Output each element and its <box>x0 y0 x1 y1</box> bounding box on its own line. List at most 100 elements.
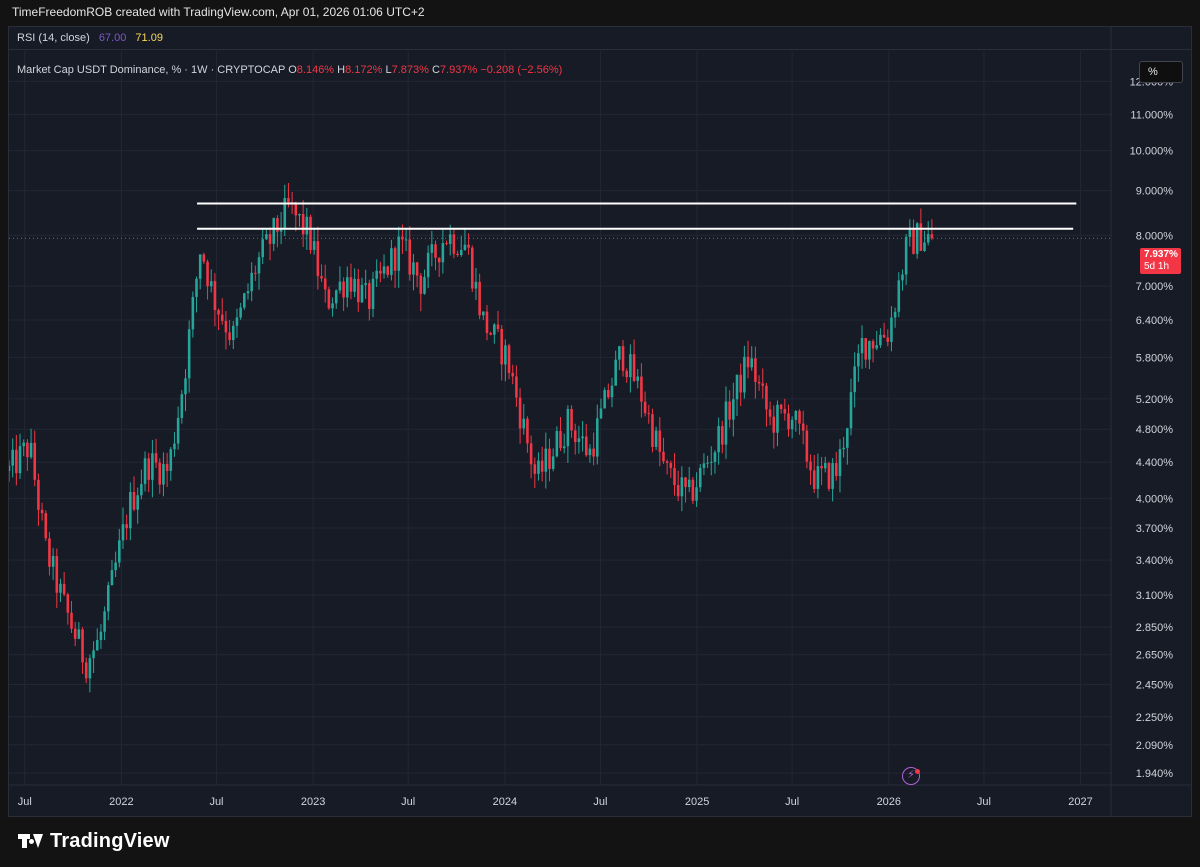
y-tick-label: 2.650% <box>1136 650 1174 662</box>
candle-body <box>195 278 198 297</box>
candle-body <box>9 465 11 471</box>
candle-body <box>415 262 419 276</box>
candle-body <box>37 479 40 510</box>
candle-body <box>217 310 220 315</box>
candle-body <box>632 354 636 381</box>
candle-body <box>412 262 415 275</box>
candle-body <box>312 241 316 250</box>
candle-body <box>191 296 195 330</box>
candle-body <box>136 495 139 510</box>
candle-body <box>779 404 783 410</box>
brand-name: TradingView <box>50 829 170 852</box>
candle-body <box>84 662 88 679</box>
candle-body <box>621 346 625 371</box>
candle-body <box>48 538 51 567</box>
candle-body <box>684 477 687 488</box>
candle-body <box>728 401 731 420</box>
candle-body <box>842 447 845 450</box>
lightning-icon[interactable]: ⚡ <box>902 767 920 785</box>
candle-body <box>820 466 823 469</box>
candle-body <box>864 338 867 360</box>
candle-body <box>868 341 871 360</box>
candle-body <box>515 376 518 398</box>
bar-countdown: 5d 1h <box>1144 261 1170 272</box>
candle-body <box>265 234 268 240</box>
candle-body <box>849 392 853 429</box>
candle-body <box>654 430 658 447</box>
close-value: 7.937% <box>439 64 478 76</box>
x-tick-label: 2022 <box>109 796 133 808</box>
y-tick-label: 9.000% <box>1136 186 1174 198</box>
candle-body <box>614 359 617 386</box>
candle-body <box>173 443 176 450</box>
candle-body <box>676 485 680 497</box>
candle-body <box>239 307 242 318</box>
candle-body <box>309 216 312 250</box>
candle-body <box>757 381 761 384</box>
candle-body <box>360 284 364 303</box>
candle-body <box>702 463 706 468</box>
candle-body <box>901 274 904 281</box>
candle-body <box>437 257 441 263</box>
candle-body <box>588 448 592 456</box>
candle-body <box>544 448 548 472</box>
candle-body <box>283 197 287 229</box>
candle-body <box>287 197 290 203</box>
candle-body <box>73 628 77 639</box>
candle-body <box>893 311 897 318</box>
candle-body <box>879 334 882 346</box>
candle-body <box>923 242 926 251</box>
candle-body <box>129 492 132 529</box>
candle-body <box>250 272 253 292</box>
candle-body <box>673 468 676 486</box>
candle-body <box>801 423 805 431</box>
candle-body <box>140 484 143 496</box>
tradingview-logo-icon <box>18 832 44 850</box>
high-label: H <box>337 64 346 76</box>
candle-body <box>154 453 158 463</box>
candle-body <box>59 583 62 593</box>
candle-body <box>599 408 603 419</box>
candle-body <box>709 461 713 463</box>
candle-body <box>835 463 838 476</box>
candle-body <box>746 356 750 368</box>
candle-body <box>55 556 59 593</box>
high-value: 8.172% <box>345 64 383 76</box>
candle-body <box>206 261 209 287</box>
rsi-indicator-row[interactable]: RSI (14, close) 67.00 71.09 <box>9 27 1191 50</box>
candle-body <box>687 479 691 488</box>
candle-body <box>294 203 298 216</box>
rsi-legend: RSI (14, close) 67.00 71.09 <box>17 32 163 44</box>
candle-body <box>184 378 187 395</box>
candle-body <box>551 456 555 469</box>
candle-body <box>890 317 893 342</box>
candle-body <box>29 442 33 458</box>
candle-body <box>812 470 816 489</box>
candle-body <box>662 451 665 462</box>
candle-body <box>228 332 231 341</box>
price-chart[interactable]: 12.000%11.000%10.000%9.000%8.000%7.000%6… <box>9 27 1192 817</box>
candle-body <box>342 281 345 298</box>
candle-body <box>426 252 430 278</box>
candle-body <box>518 397 522 429</box>
candle-body <box>721 426 724 445</box>
y-tick-label: 2.250% <box>1136 712 1174 724</box>
candle-body <box>886 337 890 342</box>
candle-body <box>816 466 820 489</box>
change-value: −0.208 (−2.56%) <box>480 64 563 76</box>
candle-body <box>103 611 106 632</box>
y-tick-label: 3.100% <box>1136 590 1174 602</box>
x-tick-label: 2023 <box>301 796 325 808</box>
candle-body <box>470 247 474 289</box>
candle-body <box>459 249 463 256</box>
header-credit: TimeFreedomROB created with TradingView.… <box>12 5 425 19</box>
percent-scale-button[interactable]: % <box>1139 61 1183 83</box>
y-tick-label: 2.090% <box>1136 740 1174 752</box>
candle-body <box>743 356 746 393</box>
candle-body <box>548 448 551 469</box>
x-tick-label: 2027 <box>1068 796 1092 808</box>
candle-body <box>500 328 503 365</box>
candle-body <box>610 385 614 398</box>
candle-body <box>533 464 537 474</box>
candle-body <box>794 410 798 420</box>
